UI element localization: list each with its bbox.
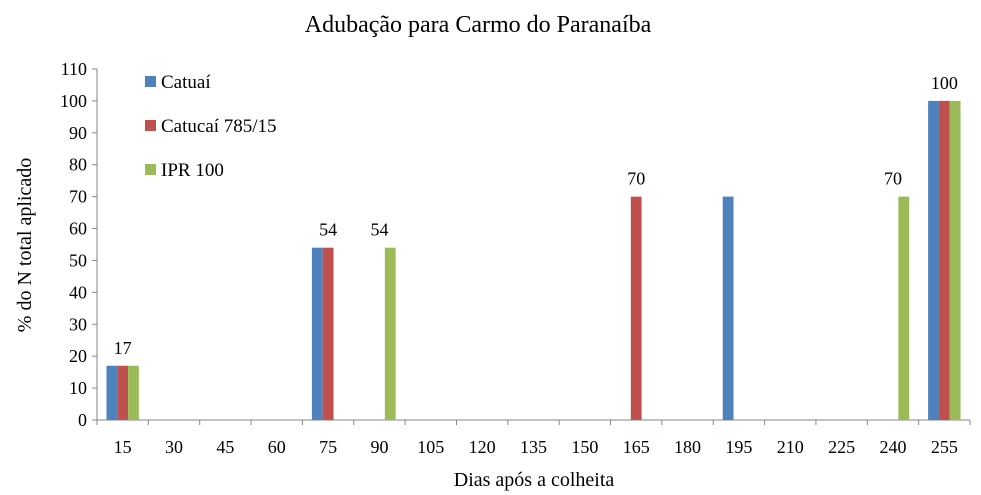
bar [128,365,139,420]
x-tick-label: 150 [571,437,598,457]
bar [384,247,396,420]
x-tick-label: 90 [370,437,388,457]
bar [311,247,323,420]
bar [898,196,910,420]
y-tick-label: 110 [61,59,87,79]
data-label: 70 [884,169,902,189]
data-label: 100 [931,73,958,93]
x-tick-label: 15 [114,437,132,457]
bar [722,196,734,420]
plot-area: 0 10 20 30 40 50 60 70 80 90 100 110 15 30 45 60 75 90 105… [60,59,971,457]
x-tick-label: 255 [931,437,958,457]
y-tick-label: 30 [69,314,87,334]
bar [106,365,118,420]
bar [117,365,129,420]
y-tick-label: 10 [69,378,87,398]
y-tick-label: 60 [69,219,87,239]
legend-label: IPR 100 [161,160,224,181]
data-label: 17 [114,338,132,358]
legend-label: Catucaí 785/15 [161,116,277,137]
y-tick-label: 0 [78,410,87,430]
x-tick-label: 60 [268,437,286,457]
x-tick-label: 45 [216,437,234,457]
x-tick-label: 135 [520,437,547,457]
y-tick-label: 100 [60,91,87,111]
data-label: 54 [319,220,337,240]
y-tick-label: 90 [69,123,87,143]
y-tick-label: 80 [69,155,87,175]
bar [938,100,950,420]
y-tick-label: 50 [69,250,87,270]
bar [322,247,334,420]
legend: Catuaí Catucaí 785/15 IPR 100 [145,72,277,181]
data-label: 70 [627,169,645,189]
chart-title: Adubação para Carmo do Paranaíba [305,12,652,38]
x-tick-label: 210 [777,437,804,457]
x-tick-label: 180 [674,437,701,457]
legend-swatch [145,76,156,87]
data-label: 54 [370,220,388,240]
legend-swatch [145,120,156,131]
x-tick-label: 120 [469,437,496,457]
x-tick-label: 165 [623,437,650,457]
y-tick-label: 20 [69,346,87,366]
x-axis-title: Dias após a colheita [454,469,615,491]
x-tick-label: 225 [828,437,855,457]
bar [630,196,642,420]
legend-label: Catuaí [161,72,211,93]
x-tick-label: 75 [319,437,337,457]
y-tick-label: 40 [69,282,87,302]
legend-swatch [145,164,156,175]
x-tick-label: 105 [417,437,444,457]
y-axis-title: % do N total aplicado [14,158,36,332]
bar [928,100,939,420]
bar [949,100,961,420]
y-tick-label: 70 [69,187,87,207]
x-tick-label: 30 [165,437,183,457]
x-tick-label: 195 [725,437,752,457]
x-tick-label: 240 [879,437,906,457]
